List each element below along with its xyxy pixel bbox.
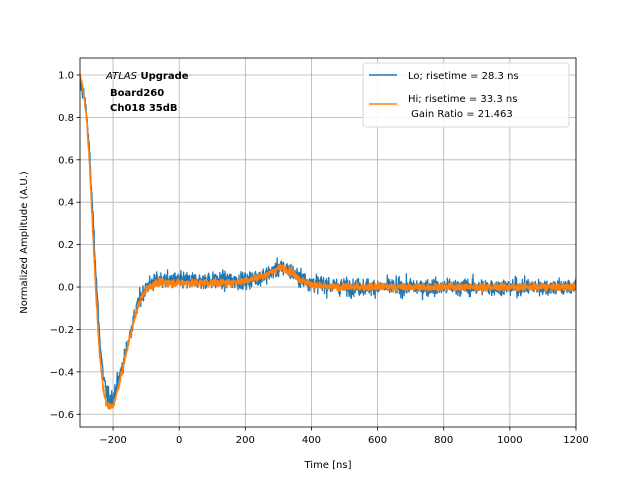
y-tick-label: 0.8	[58, 113, 74, 124]
x-axis: −200 0 200 400 600 800 1000 1200	[99, 427, 589, 446]
legend-label-hi: Hi; risetime = 33.3 ns	[408, 94, 517, 105]
y-tick-label: −0.2	[50, 325, 74, 336]
annotation-line-2: Board260	[110, 88, 164, 99]
plot-frame	[79, 57, 577, 428]
y-tick-label: 0.0	[58, 283, 74, 294]
x-tick-label: 600	[368, 435, 387, 446]
y-tick-label: 1.0	[58, 70, 74, 81]
x-tick-label: −200	[99, 435, 126, 446]
x-tick-label: 1200	[563, 435, 588, 446]
x-tick-label: 1000	[497, 435, 522, 446]
y-tick-label: 0.2	[58, 240, 74, 251]
legend-box	[362, 62, 570, 128]
x-tick-label: 400	[302, 435, 321, 446]
y-axis: −0.6 −0.4 −0.2 0.0 0.2 0.4 0.6 0.8 1.0	[50, 70, 80, 421]
legend-label-lo: Lo; risetime = 28.3 ns	[408, 71, 519, 82]
series-line-hi	[80, 73, 576, 410]
annotation-line-1: ATLAS Upgrade	[105, 71, 189, 82]
y-tick-label: 0.6	[58, 155, 74, 166]
legend: Lo; risetime = 28.3 ns Hi; risetime = 33…	[362, 62, 570, 128]
y-tick-label: −0.6	[50, 410, 74, 421]
y-axis-label: Normalized Amplitude (A.U.)	[19, 171, 30, 314]
y-tick-label: −0.4	[50, 367, 74, 378]
legend-label-gain-ratio: Gain Ratio = 21.463	[408, 109, 513, 120]
annotation-line-3: Ch018 35dB	[110, 103, 178, 114]
annotation-upgrade: Upgrade	[137, 71, 189, 82]
series-layer	[80, 73, 576, 410]
x-tick-label: 0	[176, 435, 182, 446]
x-axis-label: Time [ns]	[303, 460, 351, 471]
x-tick-label: 800	[434, 435, 453, 446]
annotation-atlas: ATLAS	[105, 71, 138, 82]
y-tick-label: 0.4	[58, 198, 74, 209]
x-tick-label: 200	[236, 435, 255, 446]
annotation: ATLAS Upgrade Board260 Ch018 35dB	[105, 71, 189, 114]
